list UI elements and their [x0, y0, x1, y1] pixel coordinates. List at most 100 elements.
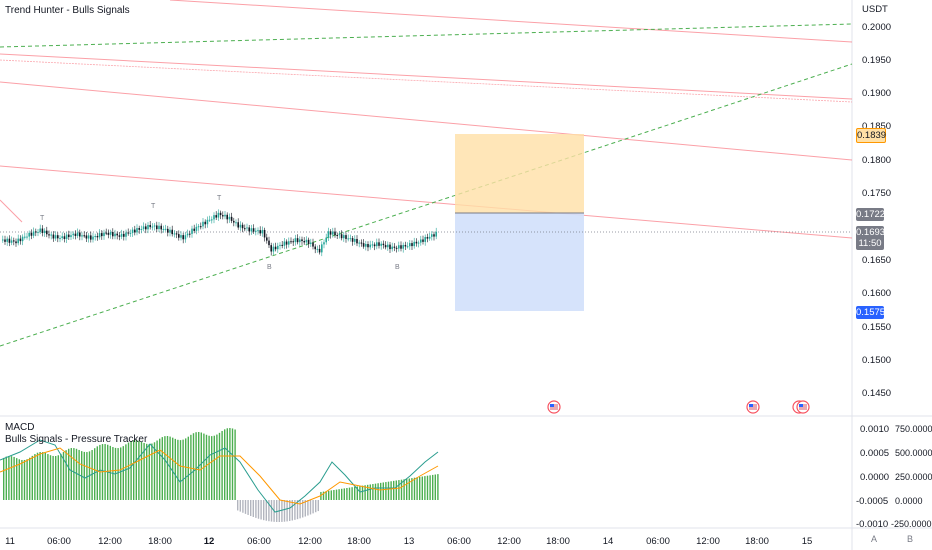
candle [173, 233, 176, 235]
candle [365, 244, 367, 247]
candle [4, 239, 6, 242]
candle [371, 244, 374, 246]
histogram-bar [304, 500, 306, 517]
histogram-bar [133, 440, 135, 500]
histogram-bar [406, 478, 408, 500]
histogram-bar [187, 436, 189, 500]
entry-price-tag[interactable]: 0.1722 [856, 208, 886, 221]
histogram-bar [211, 436, 213, 500]
histogram-bar [416, 477, 418, 500]
candle [13, 240, 15, 242]
histogram-bar [356, 486, 358, 500]
histogram-bar [398, 480, 400, 500]
candle [224, 214, 226, 217]
candle [123, 233, 125, 237]
histogram-bar [153, 442, 156, 500]
candle [274, 246, 277, 250]
histogram-bar [161, 437, 163, 500]
price-tick: 0.1950 [862, 55, 892, 66]
candle [206, 219, 209, 225]
histogram-bar [127, 442, 130, 500]
candle [281, 244, 283, 246]
price-tick: 0.1600 [862, 288, 892, 299]
histogram-bar [289, 500, 291, 521]
candle [114, 233, 116, 237]
candle [356, 238, 358, 244]
resistance-line-5 [0, 165, 853, 239]
time-tick: 18:00 [546, 536, 570, 547]
histogram-bar [55, 456, 57, 500]
macd-title: MACD [5, 422, 35, 433]
price-tick: 0.1450 [862, 388, 892, 399]
target-price-tag[interactable]: 0.1839 [856, 128, 887, 143]
candle [83, 235, 85, 237]
histogram-bar [117, 448, 119, 500]
histogram-bar [5, 456, 7, 500]
histogram-bar [138, 440, 140, 500]
candle [103, 232, 105, 237]
candle [387, 244, 389, 248]
candle [94, 236, 96, 238]
time-tick: 18:00 [745, 536, 769, 547]
candle [279, 244, 281, 246]
price-tick: 0.1550 [862, 322, 892, 333]
time-tick: 18:00 [347, 536, 371, 547]
histogram-bar [424, 476, 426, 500]
histogram-bar [341, 488, 343, 500]
histogram-bar [62, 452, 65, 500]
histogram-bar [328, 490, 330, 500]
candle [431, 234, 433, 237]
candle [48, 234, 50, 236]
current-price-tag[interactable]: 0.1693 [856, 226, 886, 239]
candle [360, 242, 363, 244]
histogram-bar [372, 484, 374, 500]
candle [314, 246, 316, 250]
us-flag-icon[interactable] [547, 400, 561, 414]
histogram-bar [408, 478, 410, 500]
candle [409, 243, 411, 247]
histogram-bar [291, 500, 293, 521]
histogram-bar [413, 477, 416, 500]
histogram-bar [91, 449, 93, 500]
histogram-bar [237, 500, 239, 511]
histogram-bar [73, 448, 75, 500]
macd-right-tick: 250.0000 [895, 472, 932, 482]
histogram-bar [359, 486, 361, 500]
histogram-bar [265, 500, 267, 521]
macd-left-tick: 0.0005 [860, 448, 890, 459]
trend-line-upper [0, 23, 853, 48]
histogram-bar [52, 455, 54, 500]
histogram-bar [226, 428, 228, 500]
us-flag-icon[interactable] [746, 400, 760, 414]
histogram-bar [130, 440, 132, 500]
candle [87, 235, 90, 239]
histogram-bar [205, 434, 208, 500]
stop-price-tag[interactable]: 0.1575 [856, 306, 886, 319]
candle [323, 242, 325, 245]
us-flag-icon[interactable] [792, 400, 810, 414]
time-tick: 06:00 [47, 536, 71, 547]
candle [37, 231, 39, 233]
histogram-bar [146, 443, 148, 500]
candle [343, 235, 345, 239]
candle [54, 235, 57, 239]
histogram-bar [224, 429, 226, 500]
auto-scale-button[interactable]: A [871, 534, 878, 544]
candle [318, 248, 321, 253]
candle [41, 228, 44, 233]
log-scale-button[interactable]: B [907, 534, 914, 544]
candle [362, 243, 365, 247]
histogram-bar [75, 448, 78, 500]
histogram-bar [419, 476, 421, 500]
candle [354, 238, 356, 242]
candle [90, 235, 92, 240]
histogram-bar [307, 500, 309, 516]
candle [340, 234, 343, 239]
candle [400, 245, 402, 249]
histogram-bar [216, 434, 218, 500]
candle [125, 232, 127, 237]
time-tick: 15 [801, 536, 813, 547]
candle [226, 214, 228, 220]
